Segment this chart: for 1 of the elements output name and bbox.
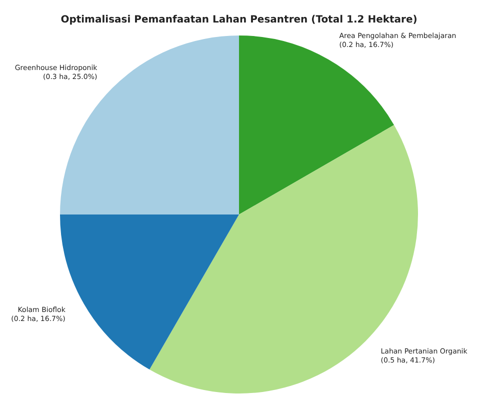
chart-title: Optimalisasi Pemanfaatan Lahan Pesantren (Total 1.2 Hektare) bbox=[60, 14, 418, 26]
